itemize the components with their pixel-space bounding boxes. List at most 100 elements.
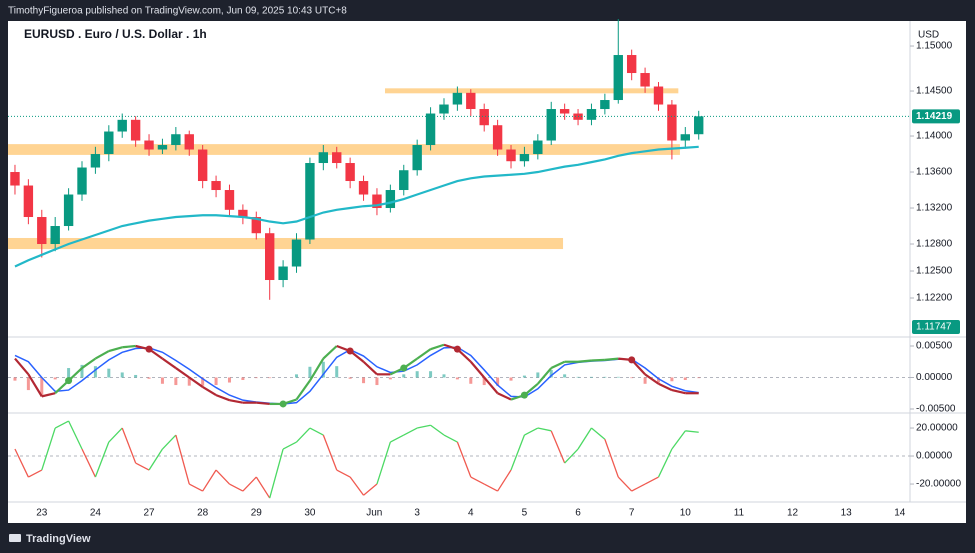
- histogram-bar: [335, 366, 339, 378]
- indicator-segment: [122, 344, 136, 349]
- candle-body: [600, 100, 610, 110]
- histogram-bar: [268, 377, 272, 379]
- indicator-segment: [108, 427, 123, 443]
- indicator-segment: [175, 367, 190, 379]
- x-tick-label: 7: [629, 508, 635, 519]
- histogram-bar: [375, 377, 379, 386]
- histogram-bar: [93, 366, 97, 378]
- indicator-segment: [175, 434, 190, 485]
- chart-title: EURUSD . Euro / U.S. Dollar . 1h: [24, 27, 207, 41]
- histogram-bar: [201, 377, 205, 386]
- cross-dot: [346, 347, 354, 355]
- x-tick-label: 23: [36, 508, 48, 519]
- indicator-segment: [497, 392, 512, 401]
- candle-body: [171, 134, 181, 146]
- histogram-bar: [348, 377, 352, 379]
- candle-body: [184, 134, 194, 150]
- indicator-segment: [322, 434, 338, 471]
- candle-body: [211, 181, 221, 191]
- candle-body: [452, 92, 463, 105]
- histogram-bar: [589, 376, 593, 378]
- indicator-segment: [296, 427, 311, 443]
- indicator-segment: [497, 469, 512, 492]
- histogram-bar: [321, 361, 325, 378]
- histogram-bar: [214, 377, 218, 386]
- candle-body: [251, 217, 261, 234]
- x-tick-label: 13: [841, 508, 853, 519]
- indicator-segment: [363, 483, 378, 496]
- histogram-bar: [415, 371, 419, 378]
- currency: USD: [918, 30, 939, 41]
- candle-body: [50, 226, 60, 245]
- histogram-bar: [174, 377, 178, 386]
- y-tick-label: 1.12500: [916, 266, 953, 277]
- indicator-segment: [469, 361, 486, 379]
- candle-body: [533, 140, 543, 155]
- indicator-segment: [269, 448, 284, 499]
- histogram-bar: [683, 377, 687, 381]
- x-tick-label: 14: [894, 508, 906, 519]
- candle-body: [680, 134, 690, 141]
- indicator-segment: [671, 389, 686, 395]
- indicator-segment: [443, 434, 458, 443]
- histogram-bar: [13, 377, 17, 381]
- indicator-segment: [135, 462, 150, 471]
- indicator-segment: [536, 367, 553, 385]
- histogram-bar: [80, 364, 84, 378]
- indicator-segment: [483, 483, 498, 492]
- candle-body: [466, 92, 476, 110]
- indicator-segment: [14, 448, 29, 478]
- zone: [8, 144, 680, 155]
- y-tick-label: 0.00000: [916, 372, 953, 383]
- indicator-segment: [577, 359, 592, 363]
- indicator-segment: [591, 358, 605, 362]
- candle-body: [318, 152, 329, 164]
- candle-body: [506, 149, 516, 162]
- y-tick-label: 1.14000: [916, 131, 953, 142]
- indicator-segment: [591, 427, 606, 440]
- histogram-bar: [295, 374, 299, 378]
- candle-body: [479, 109, 489, 126]
- histogram-bar: [442, 374, 446, 378]
- marker-price-box: [912, 320, 960, 334]
- histogram-bar: [241, 377, 245, 381]
- candle-body: [104, 131, 114, 155]
- histogram-bar: [26, 377, 30, 391]
- histogram-bar: [362, 377, 366, 384]
- histogram-bar: [120, 372, 124, 378]
- histogram-bar: [469, 377, 473, 384]
- candle-body: [144, 140, 154, 150]
- indicator-segment: [188, 483, 203, 492]
- indicator-segment: [390, 434, 405, 443]
- indicator-segment: [537, 427, 552, 432]
- histogram-bar: [254, 377, 258, 379]
- candle-body: [412, 145, 422, 171]
- histogram-bar: [53, 377, 57, 380]
- candle-body: [291, 239, 302, 267]
- histogram-bar: [134, 374, 138, 378]
- x-tick-label: 28: [197, 508, 209, 519]
- indicator-segment: [202, 385, 217, 397]
- indicator-segment: [550, 360, 566, 370]
- y-tick-label: 1.15000: [916, 41, 953, 52]
- y-tick-label: 1.14500: [916, 86, 953, 97]
- cross-dot: [520, 391, 528, 399]
- indicator-segment: [322, 345, 338, 360]
- histogram-bar: [147, 377, 151, 379]
- indicator-segment: [229, 483, 244, 492]
- x-tick-label: 29: [251, 508, 263, 519]
- histogram-bar: [536, 372, 540, 378]
- marker-price-label: 1.11747: [916, 322, 952, 333]
- histogram-bar: [429, 371, 433, 378]
- candle-body: [613, 55, 623, 101]
- indicator-segment: [242, 476, 257, 492]
- candle-body: [358, 181, 369, 195]
- candle-body: [694, 116, 704, 135]
- indicator-segment: [604, 439, 619, 478]
- x-tick-label: 11: [734, 508, 745, 519]
- candle-body: [305, 163, 315, 240]
- candle-body: [130, 119, 141, 141]
- indicator-segment: [510, 434, 526, 471]
- histogram-bar: [40, 377, 44, 397]
